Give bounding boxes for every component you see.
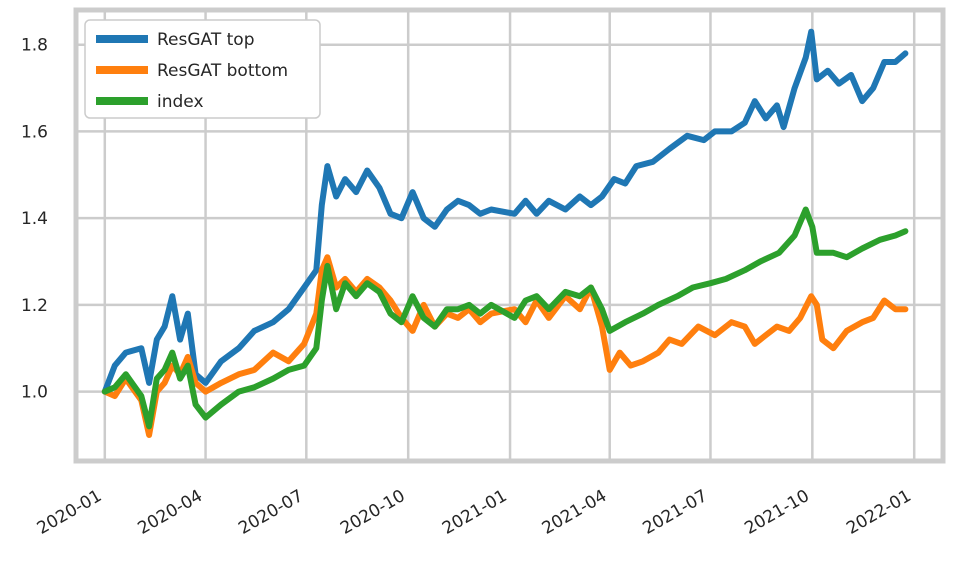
x-tick-label: 2021-01 [439, 486, 511, 539]
x-axis-ticks: 2020-01 2020-04 2020-07 2020-10 2021-01 2021-… [34, 486, 915, 539]
y-axis-ticks: 1.0 1.2 1.4 1.6 1.8 [21, 36, 48, 403]
legend-label-1: ResGAT bottom [157, 61, 288, 81]
x-tick-label: 2021-04 [539, 486, 611, 539]
x-tick-label: 2022-01 [843, 486, 915, 539]
x-tick-label: 2020-07 [235, 486, 307, 539]
y-tick-label: 1.4 [21, 209, 48, 229]
legend: ResGAT top ResGAT bottom index [85, 20, 320, 118]
legend-label-0: ResGAT top [157, 30, 255, 50]
x-tick-label: 2021-07 [639, 486, 711, 539]
x-tick-label: 2021-10 [741, 486, 813, 539]
y-tick-label: 1.0 [21, 383, 48, 403]
x-tick-label: 2020-01 [34, 486, 106, 539]
y-tick-label: 1.8 [21, 36, 48, 56]
x-tick-label: 2020-04 [135, 486, 207, 539]
legend-label-2: index [157, 92, 204, 112]
y-tick-label: 1.6 [21, 122, 48, 142]
y-tick-label: 1.2 [21, 296, 48, 316]
x-tick-label: 2020-10 [337, 486, 409, 539]
